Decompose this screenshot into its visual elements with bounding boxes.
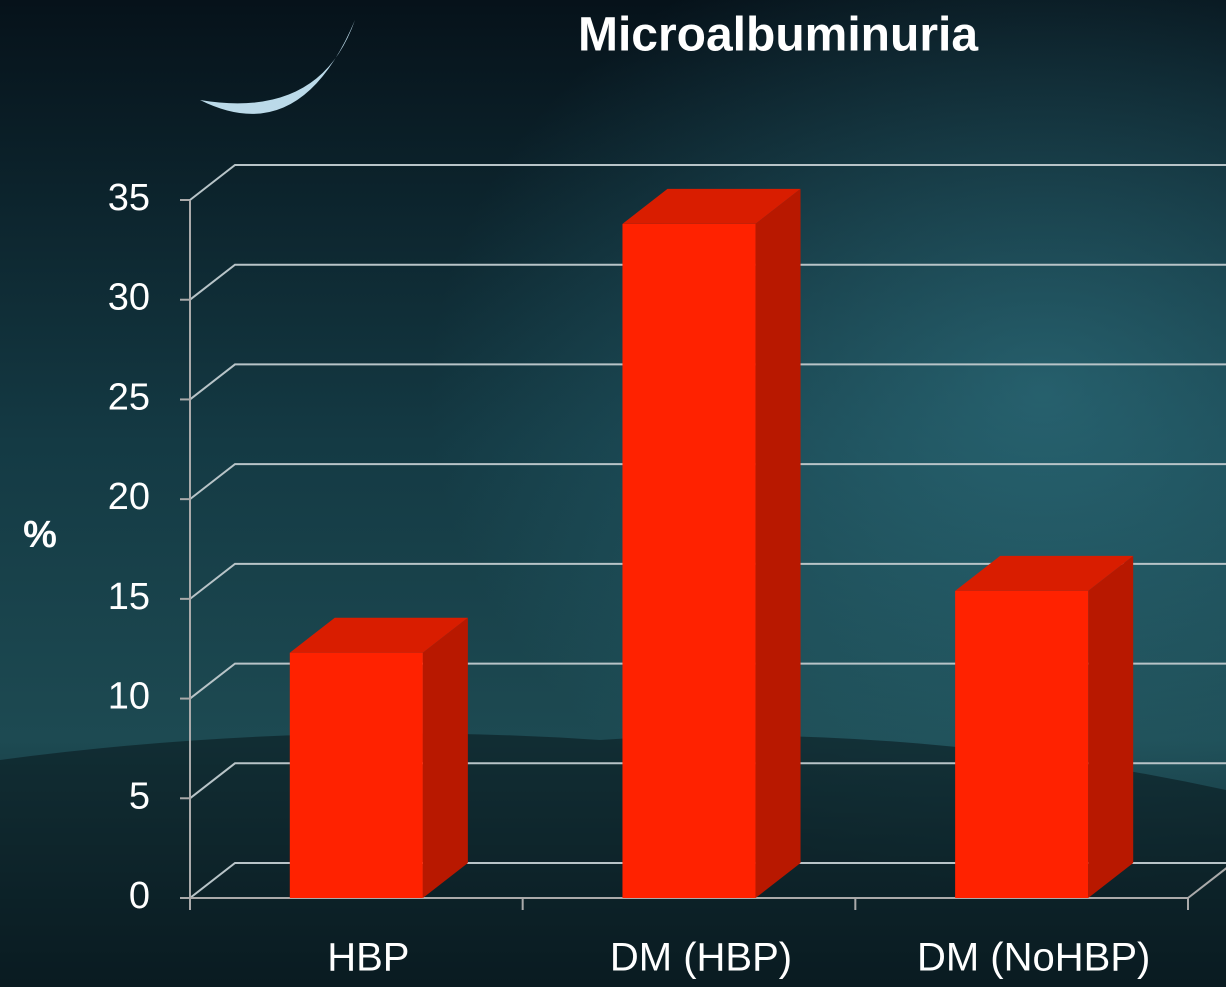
grid-line	[189, 862, 1226, 899]
bar	[622, 188, 801, 899]
bars	[289, 188, 1134, 899]
x-tick-label: DM (NoHBP)	[917, 936, 1150, 980]
bar-top	[955, 555, 1134, 591]
y-tick-label: 30	[108, 277, 150, 319]
moon	[200, 20, 355, 114]
y-tick-label: 0	[129, 875, 150, 917]
x-tick-label: HBP	[327, 936, 409, 980]
bar-side	[1088, 555, 1134, 898]
bar-top	[622, 188, 801, 224]
grid-line	[189, 562, 1226, 600]
grid-line	[189, 164, 1226, 201]
bar-front	[289, 652, 423, 898]
grid	[180, 164, 1226, 910]
y-tick-label: 20	[108, 476, 150, 518]
grid-line	[189, 662, 1226, 700]
grid-line	[189, 762, 1226, 800]
bar-front	[622, 223, 756, 899]
grid-line	[189, 263, 1226, 301]
bar-top	[289, 617, 468, 653]
bar-side	[422, 617, 468, 898]
bar	[955, 555, 1134, 898]
y-tick-label: 10	[108, 676, 150, 718]
x-tick-label: DM (HBP)	[610, 936, 792, 980]
y-tick-label: 5	[129, 775, 150, 817]
grid-line	[189, 463, 1226, 500]
y-tick-label: 25	[108, 376, 150, 418]
bar-side	[755, 188, 801, 899]
y-tick-label: 35	[108, 177, 150, 219]
bar-front	[955, 590, 1089, 898]
chart-title: Microalbuminuria	[578, 9, 978, 62]
y-axis-label: %	[23, 514, 57, 556]
y-tick-label: 15	[108, 576, 150, 618]
grid-line	[189, 363, 1226, 401]
bar	[289, 617, 468, 898]
